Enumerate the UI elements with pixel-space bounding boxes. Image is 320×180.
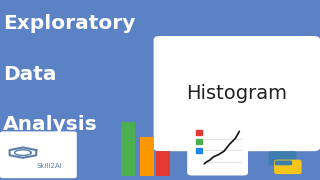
FancyBboxPatch shape [274, 160, 301, 174]
Bar [121, 122, 135, 176]
Bar [156, 151, 170, 176]
Text: Exploratory: Exploratory [3, 14, 136, 33]
FancyBboxPatch shape [154, 36, 320, 151]
Text: Skill2AI: Skill2AI [37, 163, 63, 169]
Text: Analysis: Analysis [3, 115, 98, 134]
FancyBboxPatch shape [187, 120, 248, 176]
FancyBboxPatch shape [275, 161, 292, 165]
Bar [196, 139, 202, 144]
Bar [140, 137, 154, 176]
Bar [196, 148, 202, 153]
Text: Data: Data [3, 65, 57, 84]
Bar [196, 130, 202, 135]
Text: Histogram: Histogram [186, 84, 287, 103]
FancyBboxPatch shape [0, 131, 77, 178]
FancyBboxPatch shape [269, 151, 296, 166]
FancyBboxPatch shape [275, 161, 292, 165]
